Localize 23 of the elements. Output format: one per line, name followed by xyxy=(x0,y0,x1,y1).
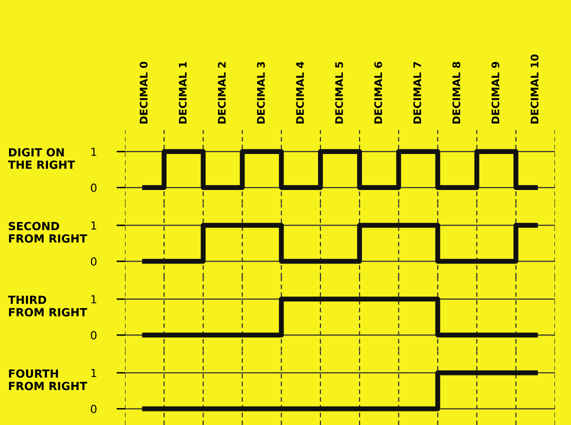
y-tick-label: 1 xyxy=(91,148,96,156)
x-tick-label: DECIMAL 2 xyxy=(218,62,226,124)
y-axis-title: THIRD FROM RIGHT xyxy=(8,296,88,316)
y-tick-label: 1 xyxy=(91,221,96,230)
x-tick-label: DECIMAL 6 xyxy=(374,62,382,124)
y-tick-label: 0 xyxy=(90,404,96,414)
x-tick-label: DECIMAL 10 xyxy=(530,54,538,124)
x-tick-label: DECIMAL 4 xyxy=(296,62,304,124)
y-tick-label: 0 xyxy=(90,331,96,340)
x-tick-label: DECIMAL 8 xyxy=(452,62,460,124)
x-tick-label: DECIMAL 9 xyxy=(492,62,500,124)
y-axis-title: DIGIT ON THE RIGHT xyxy=(8,148,75,169)
y-axis-title: FOURTH FROM RIGHT xyxy=(9,369,88,390)
y-tick-label: 1 xyxy=(91,368,96,378)
y-tick-label: 0 xyxy=(90,257,96,266)
x-tick-label: DECIMAL 3 xyxy=(256,62,265,124)
x-tick-label: DECIMAL 5 xyxy=(335,62,344,124)
y-axis-title: SECOND FROM RIGHT xyxy=(8,222,88,243)
y-tick-label: 0 xyxy=(90,184,96,192)
x-tick-label: DECIMAL 0 xyxy=(140,62,148,124)
y-tick-label: 1 xyxy=(91,295,96,304)
x-tick-label: DECIMAL 7 xyxy=(413,62,422,124)
x-tick-label: DECIMAL 1 xyxy=(178,62,187,124)
